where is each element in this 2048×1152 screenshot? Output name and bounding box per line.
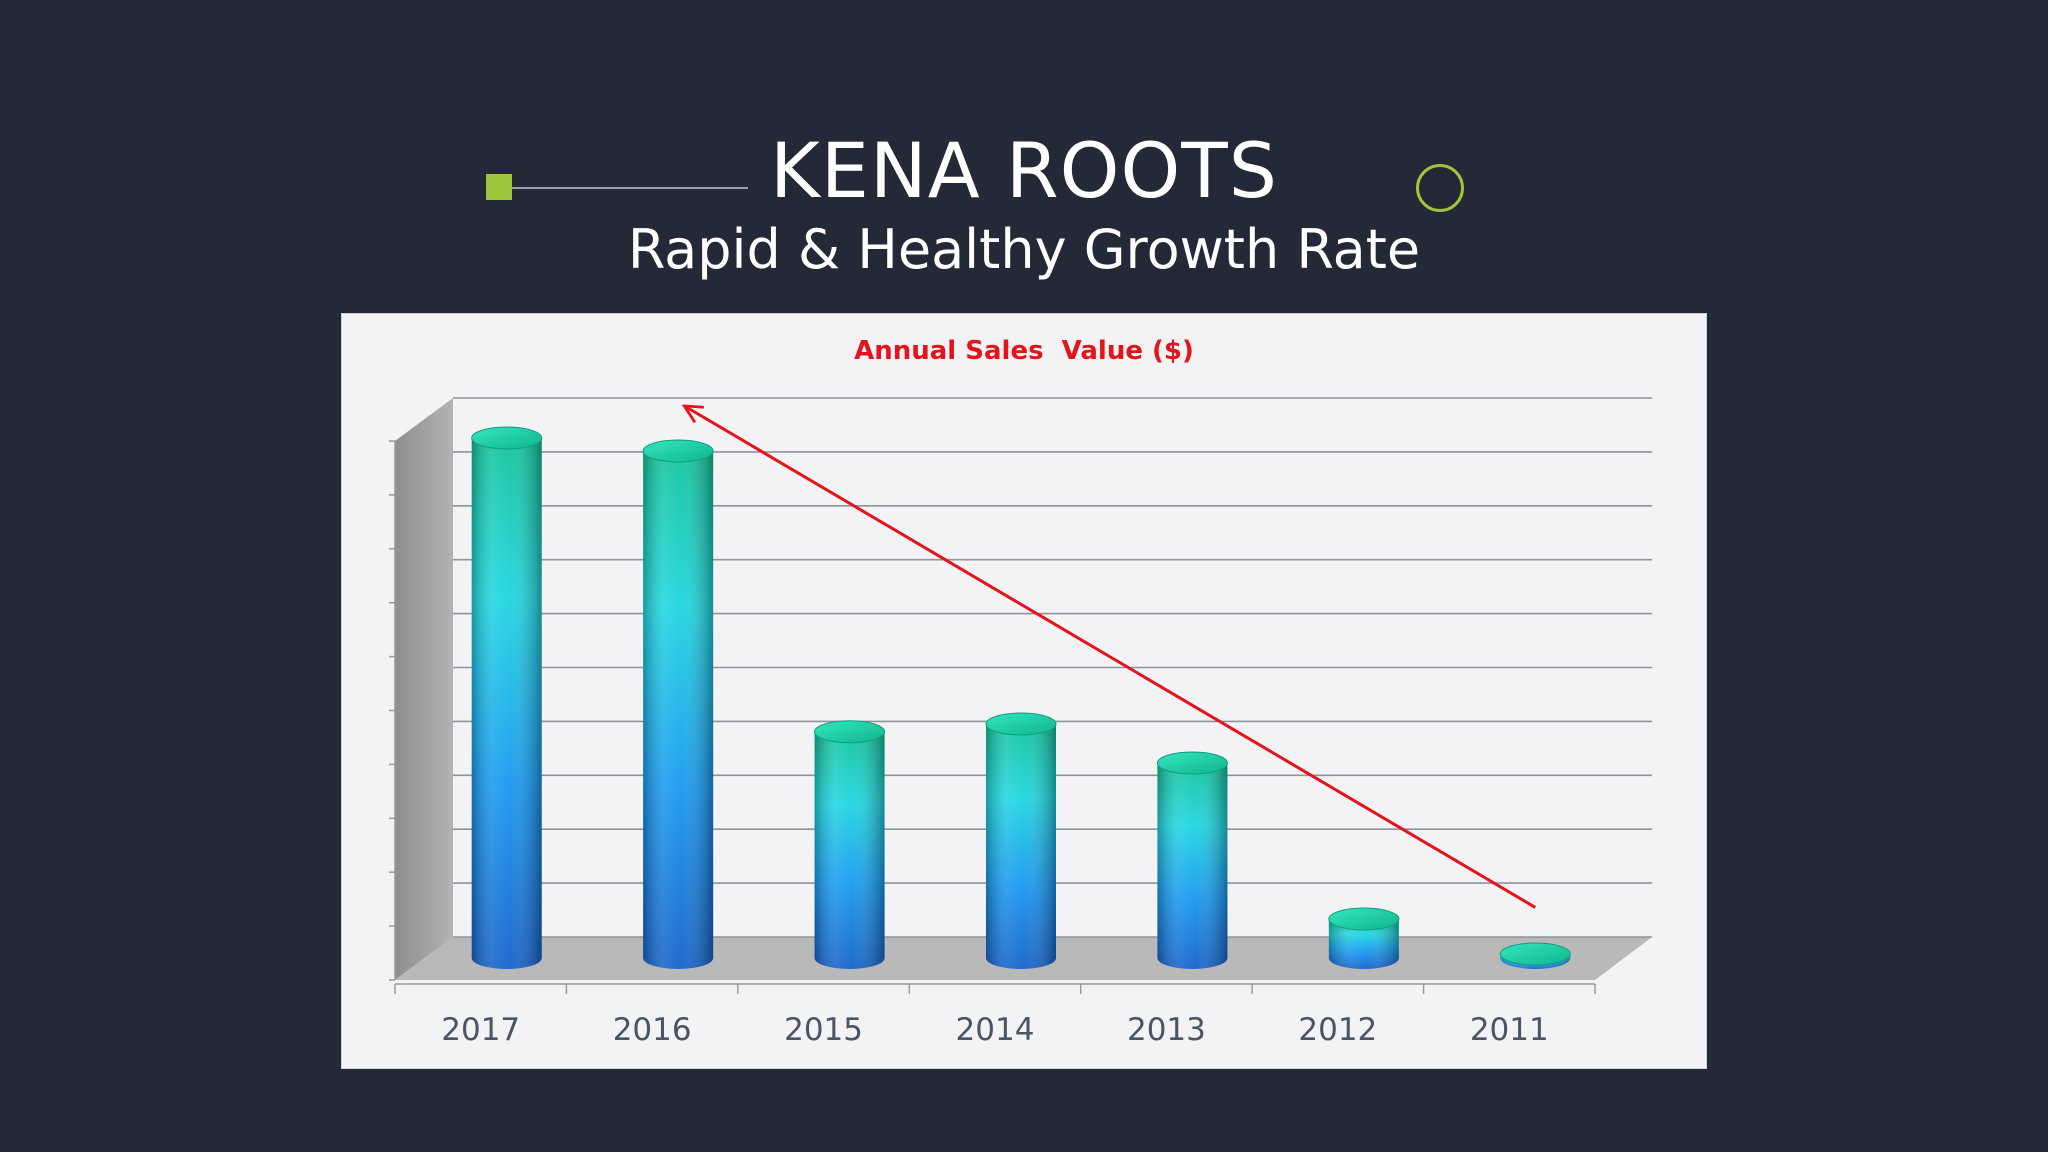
bar-shading — [986, 724, 1056, 969]
bar-shading — [1157, 763, 1228, 969]
x-tick-label-2014: 2014 — [956, 1012, 1035, 1048]
bar-cap — [1499, 942, 1571, 966]
bar-shading — [814, 731, 885, 969]
bar-2011 — [1499, 942, 1571, 969]
bar-shading — [471, 438, 542, 969]
trend-arrow-line — [686, 407, 1537, 909]
x-tick-label-2012: 2012 — [1298, 1012, 1377, 1048]
x-tick-label-2016: 2016 — [613, 1012, 692, 1048]
x-tick-label-2015: 2015 — [784, 1012, 863, 1048]
bar-2017 — [471, 426, 543, 969]
bar-2015 — [814, 720, 886, 969]
bar-2012 — [1328, 907, 1400, 969]
bar-shading — [643, 451, 714, 969]
trend-arrow — [686, 407, 1537, 909]
slide-subtitle: Rapid & Healthy Growth Rate — [627, 218, 1421, 281]
bar-cap — [471, 426, 543, 450]
accent-line — [512, 187, 748, 189]
bar-2014 — [985, 712, 1057, 969]
chart-bars — [471, 426, 1571, 969]
bar-cap — [1156, 751, 1228, 775]
bar-cap — [642, 439, 714, 463]
chart-x-tick-labels: 2017 2016 2015 2014 2013 2012 2011 — [441, 1012, 1548, 1048]
accent-square — [486, 174, 512, 200]
x-tick-label-2013: 2013 — [1127, 1012, 1206, 1048]
chart-title: Annual Sales Value ($) — [854, 336, 1194, 366]
chart-side-wall — [395, 398, 453, 980]
x-tick-label-2011: 2011 — [1470, 1012, 1549, 1048]
bar-shading — [1328, 919, 1399, 969]
slide-title: KENA ROOTS — [770, 126, 1278, 215]
accent-circle — [1416, 164, 1464, 212]
x-tick-label-2017: 2017 — [441, 1012, 520, 1048]
bar-2013 — [1156, 751, 1228, 969]
bar-2016 — [642, 439, 714, 969]
bar-cap — [1328, 907, 1400, 931]
sales-bar-chart: 2017 2016 2015 2014 2013 2012 2011 — [389, 397, 1652, 1048]
chart-panel: 2017 2016 2015 2014 2013 2012 2011 Annual Sale… — [341, 313, 1707, 1069]
bar-cap — [814, 720, 886, 744]
bar-cap — [985, 712, 1057, 736]
